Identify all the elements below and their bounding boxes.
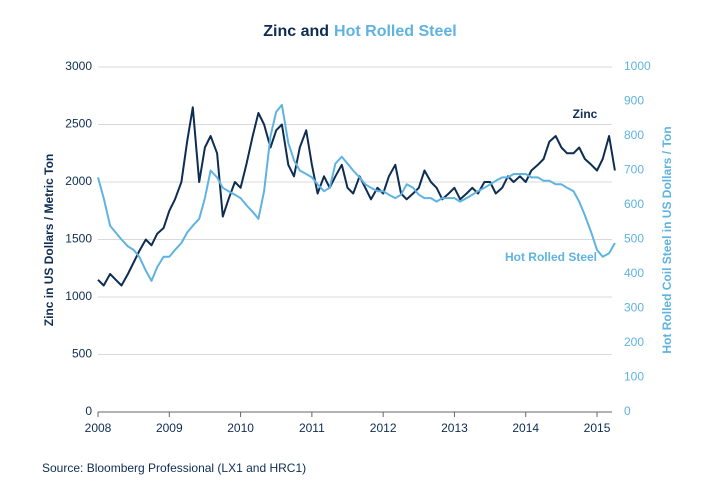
- y-tick-label: 500: [72, 347, 92, 361]
- x-tick-label: 2012: [370, 421, 397, 435]
- x-tick-label: 2008: [85, 421, 112, 435]
- y2-axis-label: Hot Rolled Coil Steel in US Dollars / To…: [660, 126, 674, 353]
- y2-tick-label: 0: [624, 404, 631, 418]
- y-tick-label: 1000: [65, 289, 92, 303]
- y2-tick-label: 700: [624, 163, 644, 177]
- y2-tick-label: 500: [624, 232, 644, 246]
- y2-tick-label: 400: [624, 266, 644, 280]
- series-annotation: Zinc: [573, 107, 598, 121]
- y-tick-label: 2500: [65, 117, 92, 131]
- y2-tick-label: 600: [624, 197, 644, 211]
- y2-tick-label: 300: [624, 301, 644, 315]
- y-tick-label: 0: [85, 404, 92, 418]
- x-tick-label: 2010: [227, 421, 254, 435]
- y2-tick-label: 800: [624, 128, 644, 142]
- x-tick-label: 2011: [299, 421, 325, 435]
- y2-tick-label: 1000: [624, 59, 651, 73]
- x-tick-label: 2009: [156, 421, 183, 435]
- y-tick-label: 2000: [65, 174, 92, 188]
- x-tick-label: 2015: [584, 421, 611, 435]
- y-axis-label: Zinc in US Dollars / Metric Ton: [42, 154, 56, 326]
- y-tick-label: 1500: [65, 232, 92, 246]
- y2-tick-label: 900: [624, 94, 644, 108]
- title-part: Zinc and: [263, 23, 329, 40]
- series-annotation: Hot Rolled Steel: [505, 250, 597, 264]
- title-part: Hot Rolled Steel: [334, 23, 457, 40]
- y2-tick-label: 100: [624, 370, 644, 384]
- y2-tick-label: 200: [624, 335, 644, 349]
- series-line: [97, 103, 616, 282]
- source-note: Source: Bloomberg Professional (LX1 and …: [42, 461, 306, 475]
- chart-title: Zinc and Hot Rolled Steel: [263, 23, 456, 40]
- y-tick-label: 3000: [65, 59, 92, 73]
- x-tick-label: 2014: [512, 421, 539, 435]
- x-tick-label: 2013: [441, 421, 468, 435]
